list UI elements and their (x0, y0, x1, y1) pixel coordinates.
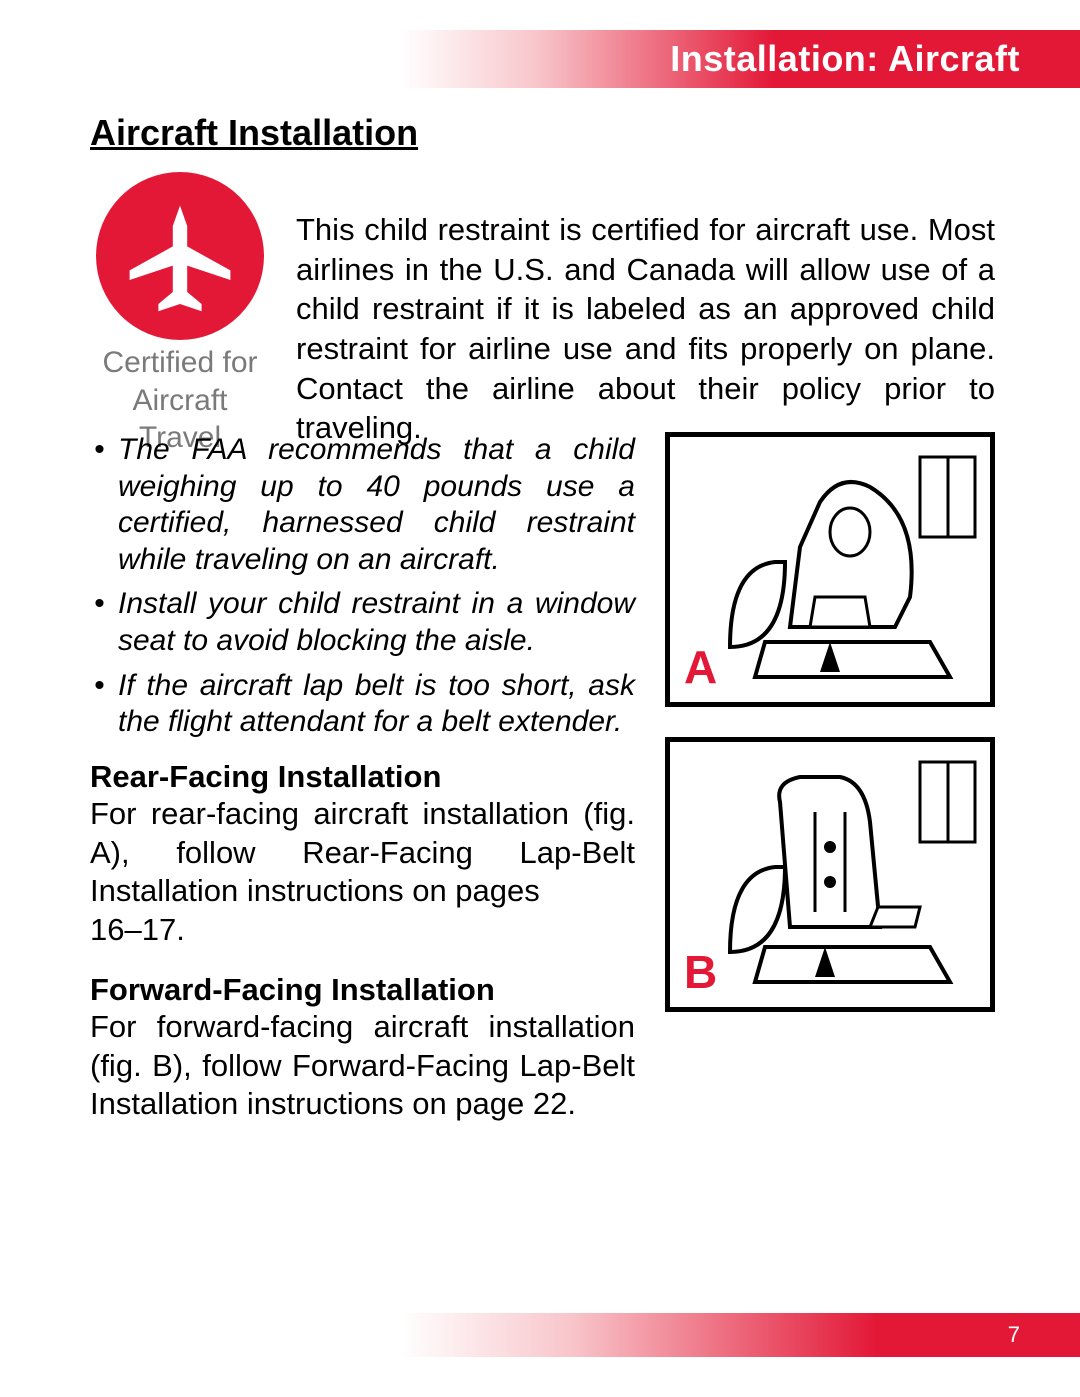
seat-diagram-forward-icon (720, 752, 980, 992)
certified-badge: Certified for Aircraft Travel (90, 172, 270, 457)
figure-b: B (665, 737, 995, 1012)
list-item: Install your child restraint in a window… (90, 586, 635, 659)
left-column: The FAA recommends that a child weighing… (90, 432, 635, 1124)
intro-paragraph: This child restraint is certified for ai… (296, 172, 995, 448)
rear-facing-heading: Rear-Facing Installation (90, 759, 635, 795)
page-number: 7 (1008, 1322, 1020, 1348)
section-title: Aircraft Installation (90, 112, 418, 154)
bullet-list: The FAA recommends that a child weighing… (90, 432, 635, 741)
header-title: Installation: Aircraft (670, 38, 1020, 80)
figure-column: A B (665, 432, 995, 1124)
forward-facing-heading: Forward-Facing Installation (90, 972, 635, 1008)
figure-b-label: B (684, 945, 717, 999)
rear-facing-text: For rear-facing aircraft installation (f… (90, 795, 635, 911)
rear-facing-pages: 16–17. (90, 911, 635, 950)
footer-band: 7 (400, 1313, 1080, 1357)
figure-a: A (665, 432, 995, 707)
figure-a-label: A (684, 640, 717, 694)
intro-row: Certified for Aircraft Travel This child… (90, 172, 995, 457)
airplane-icon (96, 172, 264, 340)
forward-facing-text: For forward-facing aircraft installation… (90, 1008, 635, 1124)
content-row: The FAA recommends that a child weighing… (90, 432, 995, 1124)
list-item: The FAA recommends that a child weighing… (90, 432, 635, 578)
list-item: If the aircraft lap belt is too short, a… (90, 668, 635, 741)
header-band: Installation: Aircraft (400, 30, 1080, 88)
page: Installation: Aircraft Aircraft Installa… (0, 0, 1080, 1397)
seat-diagram-rear-icon (720, 447, 980, 687)
